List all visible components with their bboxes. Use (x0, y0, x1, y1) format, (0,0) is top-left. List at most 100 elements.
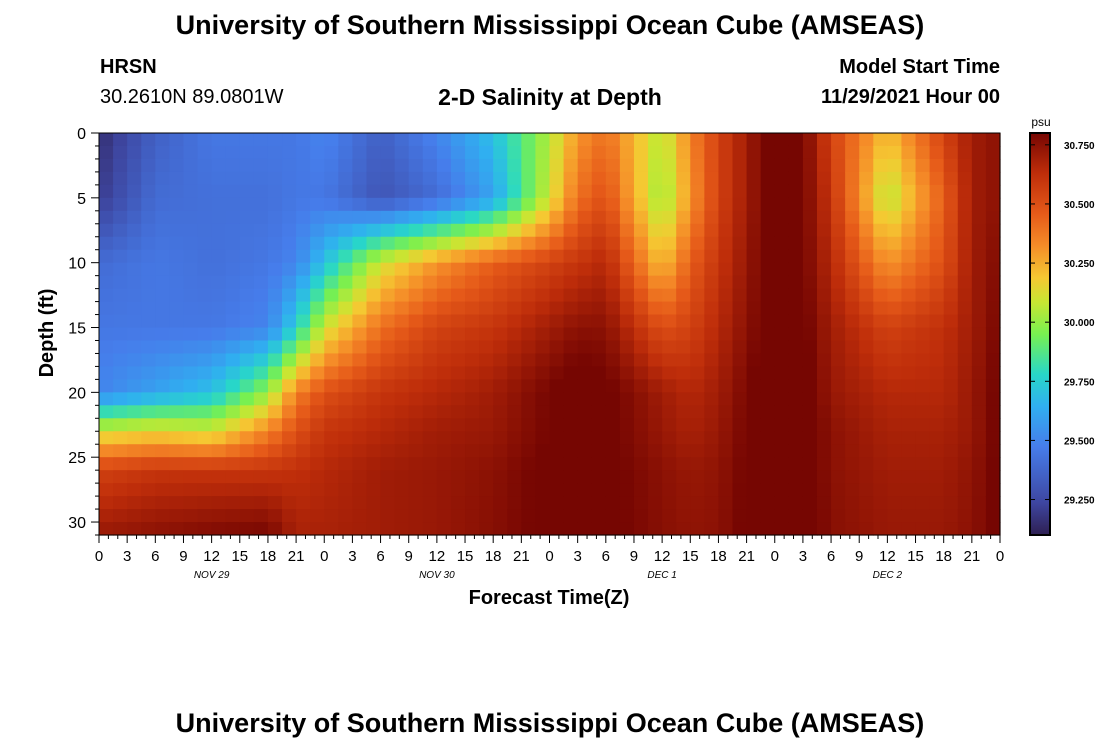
heatmap-cell (676, 379, 691, 393)
heatmap-cell (873, 457, 888, 471)
heatmap-cell (676, 483, 691, 497)
heatmap-cell (971, 509, 987, 523)
heatmap-cell (394, 431, 410, 445)
heatmap-cell (591, 392, 607, 406)
heatmap-cell (985, 236, 1001, 251)
heatmap-cell (324, 366, 339, 380)
heatmap-cell (831, 392, 846, 406)
heatmap-cell (774, 133, 790, 147)
heatmap-cell (366, 353, 382, 368)
heatmap-cell (183, 145, 199, 160)
heatmap-cell (802, 301, 818, 316)
heatmap-cell (760, 340, 776, 355)
heatmap-cell (591, 522, 607, 536)
heatmap-cell (99, 366, 114, 380)
heatmap-cell (633, 223, 649, 238)
heatmap-cell (394, 392, 410, 406)
heatmap-cell (296, 509, 311, 523)
heatmap-cell (887, 431, 903, 445)
heatmap-cell (324, 522, 339, 536)
heatmap-cell (493, 392, 508, 406)
heatmap-cell (676, 522, 691, 536)
heatmap-cell (816, 223, 832, 238)
heatmap-cell (282, 366, 297, 380)
heatmap-cell (760, 210, 776, 225)
heatmap-cell (436, 262, 452, 277)
heatmap-cell (802, 210, 818, 225)
heatmap-cell (225, 496, 241, 510)
heatmap-cell (239, 158, 255, 173)
heatmap-cell (450, 314, 466, 329)
heatmap-cell (239, 275, 255, 290)
heatmap-cell (296, 522, 311, 536)
chart-subtitle: 2-D Salinity at Depth (438, 84, 662, 110)
heatmap-cell (324, 340, 339, 355)
heatmap-cell (366, 509, 382, 523)
heatmap-cell (324, 275, 339, 290)
heatmap-cell (648, 470, 663, 484)
heatmap-cell (915, 171, 931, 186)
heatmap-cell (465, 392, 480, 406)
heatmap-cell (563, 366, 579, 380)
heatmap-cell (310, 483, 325, 497)
heatmap-cell (493, 522, 508, 536)
heatmap-cell (563, 418, 579, 432)
heatmap-cell (746, 366, 762, 380)
heatmap-cell (408, 418, 424, 432)
heatmap-cell (873, 262, 888, 277)
heatmap-cell (310, 405, 325, 419)
heatmap-cell (648, 223, 663, 238)
heatmap-cell (957, 262, 973, 277)
heatmap-cell (788, 418, 804, 432)
heatmap-cell (633, 392, 649, 406)
heatmap-cell (493, 223, 508, 238)
heatmap-cell (422, 405, 438, 419)
heatmap-cell (648, 301, 663, 316)
heatmap-cell (732, 145, 748, 160)
heatmap-cell (985, 210, 1001, 225)
heatmap-cell (99, 197, 114, 212)
heatmap-cell (352, 145, 368, 160)
colorbar: 29.25029.50029.75030.00030.25030.50030.7… (1029, 132, 1095, 536)
heatmap-cell (267, 133, 283, 147)
heatmap-cell (507, 301, 522, 316)
heatmap-cell (943, 210, 959, 225)
heatmap-cell (479, 431, 494, 445)
heatmap-cell (422, 392, 438, 406)
heatmap-cell (591, 145, 607, 160)
heatmap-cell (282, 483, 297, 497)
heatmap-cell (267, 288, 283, 303)
x-tick-label: 15 (907, 548, 924, 565)
heatmap-cell (549, 366, 565, 380)
heatmap-cell (380, 288, 396, 303)
heatmap-cell (366, 314, 382, 329)
heatmap-cell (873, 483, 888, 497)
heatmap-cell (507, 483, 522, 497)
heatmap-cell (380, 133, 396, 147)
heatmap-cell (296, 431, 311, 445)
heatmap-cell (704, 483, 720, 497)
heatmap-cell (169, 145, 185, 160)
heatmap-cell (929, 158, 945, 173)
heatmap-cell (535, 288, 551, 303)
heatmap-cell (127, 171, 142, 186)
heatmap-cell (887, 275, 903, 290)
heatmap-cell (648, 210, 663, 225)
heatmap-cell (577, 184, 593, 199)
heatmap-cell (211, 236, 227, 251)
heatmap-cell (816, 353, 832, 368)
heatmap-cell (211, 509, 227, 523)
heatmap-cell (169, 431, 185, 445)
heatmap-cell (296, 171, 311, 186)
heatmap-cell (802, 483, 818, 497)
heatmap-cell (690, 249, 705, 264)
heatmap-cell (155, 496, 170, 510)
heatmap-cell (957, 366, 973, 380)
heatmap-cell (394, 275, 410, 290)
heatmap-cell (788, 483, 804, 497)
heatmap-cell (253, 158, 269, 173)
heatmap-cell (394, 223, 410, 238)
heatmap-cell (493, 444, 508, 458)
heatmap-cell (577, 405, 593, 419)
